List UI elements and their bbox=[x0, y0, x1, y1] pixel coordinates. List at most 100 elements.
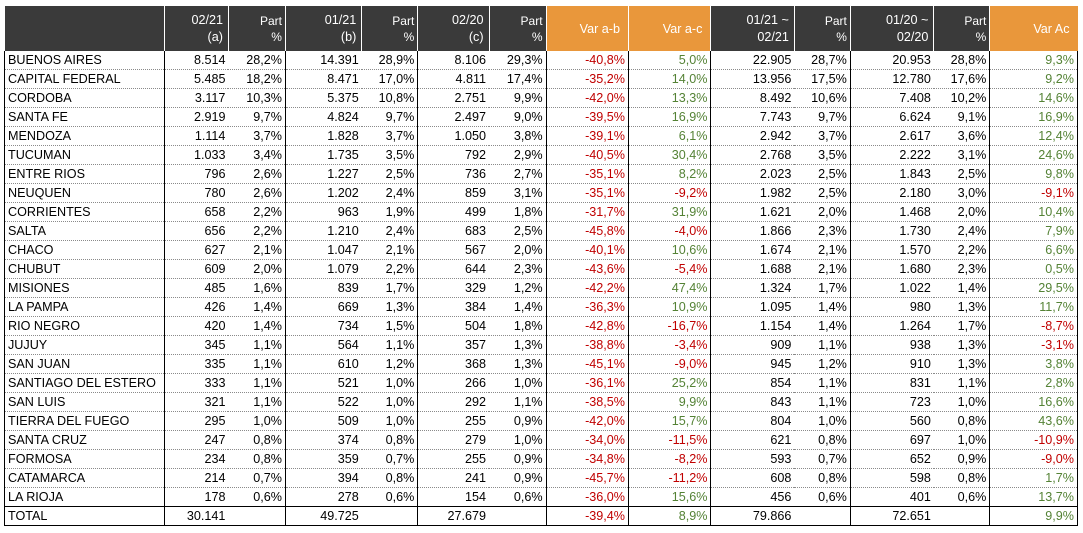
header-label-line2: 02/21 bbox=[757, 29, 789, 44]
var-a-b: -45,1% bbox=[545, 354, 629, 374]
acc21-value: 945 bbox=[710, 354, 795, 374]
jan21-part: 1,3% bbox=[361, 297, 418, 317]
jan21-value: 1.210 bbox=[284, 221, 362, 241]
acc21-value: 1.688 bbox=[710, 259, 795, 279]
acc20-value: 560 bbox=[849, 411, 934, 431]
province-name: BUENOS AIRES bbox=[4, 51, 165, 70]
var-ac: 3,8% bbox=[989, 354, 1078, 374]
jan21-part: 1,0% bbox=[361, 392, 418, 412]
acc21-part: 9,7% bbox=[794, 107, 851, 127]
var-a-c: 6,1% bbox=[627, 126, 711, 146]
header-feb21: 02/21 (a) bbox=[163, 6, 229, 51]
feb21-value: 321 bbox=[163, 392, 229, 412]
acc20-part: 1,7% bbox=[933, 316, 990, 336]
acc21-value: 13.956 bbox=[710, 69, 795, 89]
table-row: SANTA CRUZ 247 0,8% 374 0,8% 279 1,0% -34,0% -11… bbox=[4, 430, 1078, 450]
feb21-part: 1,1% bbox=[228, 373, 286, 393]
acc20-part: 1,0% bbox=[933, 392, 990, 412]
feb21-part: 2,0% bbox=[228, 259, 286, 279]
jan21-part: 0,6% bbox=[361, 487, 418, 507]
var-ac: 6,6% bbox=[989, 240, 1078, 260]
province-name: FORMOSA bbox=[4, 449, 165, 469]
header-part-acc21: Part% bbox=[793, 6, 851, 51]
jan21-part: 1,9% bbox=[361, 202, 418, 222]
feb20-value: 292 bbox=[417, 392, 490, 412]
feb20-value: 384 bbox=[417, 297, 490, 317]
var-a-c: 25,2% bbox=[627, 373, 711, 393]
jan21-part: 0,7% bbox=[361, 449, 418, 469]
acc20-part bbox=[933, 506, 990, 526]
feb20-value: 504 bbox=[417, 316, 490, 336]
jan21-part: 1,1% bbox=[361, 335, 418, 355]
header-label-line1: 01/20 ~ bbox=[885, 12, 929, 27]
acc21-part: 1,4% bbox=[794, 316, 851, 336]
acc20-part: 1,0% bbox=[933, 430, 990, 450]
var-a-c: -5,4% bbox=[627, 259, 711, 279]
acc21-value: 1.324 bbox=[710, 278, 795, 298]
jan21-value: 1.079 bbox=[284, 259, 362, 279]
acc21-part: 1,1% bbox=[794, 392, 851, 412]
jan21-value: 1.735 bbox=[284, 145, 362, 165]
var-a-c: 8,2% bbox=[627, 164, 711, 184]
province-name: JUJUY bbox=[4, 335, 165, 355]
province-name: CHACO bbox=[4, 240, 165, 260]
acc21-value: 608 bbox=[710, 468, 795, 488]
table-row: SALTA 656 2,2% 1.210 2,4% 683 2,5% -45,8% -4,0% 1… bbox=[4, 221, 1078, 241]
feb21-value: 30.141 bbox=[163, 506, 229, 526]
jan21-part: 28,9% bbox=[361, 51, 418, 70]
var-a-b: -45,7% bbox=[545, 468, 629, 488]
jan21-part: 1,0% bbox=[361, 373, 418, 393]
feb21-part: 28,2% bbox=[228, 51, 286, 70]
feb21-part: 2,2% bbox=[228, 221, 286, 241]
var-ac: 14,6% bbox=[989, 88, 1078, 108]
var-ac: 9,9% bbox=[989, 506, 1078, 526]
var-a-b: -45,8% bbox=[545, 221, 629, 241]
feb21-value: 335 bbox=[163, 354, 229, 374]
var-a-b: -35,1% bbox=[545, 183, 629, 203]
feb21-value: 234 bbox=[163, 449, 229, 469]
feb21-part: 1,6% bbox=[228, 278, 286, 298]
acc20-value: 1.468 bbox=[849, 202, 934, 222]
table-row: LA PAMPA 426 1,4% 669 1,3% 384 1,4% -36,3% 10,9%… bbox=[4, 297, 1078, 317]
acc21-value: 1.621 bbox=[710, 202, 795, 222]
header-label-line1: Part bbox=[964, 13, 987, 28]
feb21-value: 5.485 bbox=[163, 69, 229, 89]
jan21-value: 1.047 bbox=[284, 240, 362, 260]
feb21-value: 658 bbox=[163, 202, 229, 222]
var-a-b: -31,7% bbox=[545, 202, 629, 222]
jan21-value: 1.828 bbox=[284, 126, 362, 146]
acc21-value: 456 bbox=[710, 487, 795, 507]
feb20-value: 357 bbox=[417, 335, 490, 355]
var-a-c: 14,0% bbox=[627, 69, 711, 89]
var-a-b: -35,1% bbox=[545, 164, 629, 184]
acc20-value: 652 bbox=[849, 449, 934, 469]
var-ac: -10,9% bbox=[989, 430, 1078, 450]
var-a-b: -34,8% bbox=[545, 449, 629, 469]
jan21-part: 1,5% bbox=[361, 316, 418, 336]
table-row: CORDOBA 3.117 10,3% 5.375 10,8% 2.751 9,9% -42,… bbox=[4, 88, 1078, 108]
var-a-b: -42,2% bbox=[545, 278, 629, 298]
feb20-value: 329 bbox=[417, 278, 490, 298]
table-body: BUENOS AIRES 8.514 28,2% 14.391 28,9% 8.106 29… bbox=[4, 51, 1078, 526]
var-a-c: 5,0% bbox=[627, 51, 711, 70]
feb21-value: 345 bbox=[163, 335, 229, 355]
table-row: ENTRE RIOS 796 2,6% 1.227 2,5% 736 2,7% -35,1% 8… bbox=[4, 164, 1078, 184]
feb20-value: 792 bbox=[417, 145, 490, 165]
feb20-value: 154 bbox=[417, 487, 490, 507]
var-a-c: -9,0% bbox=[627, 354, 711, 374]
feb21-part: 2,6% bbox=[228, 183, 286, 203]
jan21-value: 359 bbox=[284, 449, 362, 469]
feb20-value: 8.106 bbox=[417, 51, 490, 70]
feb21-part: 0,6% bbox=[228, 487, 286, 507]
feb21-part: 2,1% bbox=[228, 240, 286, 260]
var-a-c: -8,2% bbox=[627, 449, 711, 469]
header-var-ac: Var Ac bbox=[989, 6, 1078, 51]
acc20-value: 831 bbox=[849, 373, 934, 393]
var-a-c: -3,4% bbox=[627, 335, 711, 355]
province-name: SANTA CRUZ bbox=[4, 430, 165, 450]
table-row: CATAMARCA 214 0,7% 394 0,8% 241 0,9% -45,7% -11,… bbox=[4, 468, 1078, 488]
acc21-part: 2,5% bbox=[794, 164, 851, 184]
header-feb20: 02/20 (c) bbox=[417, 6, 490, 51]
header-var-a-b: Var a-b bbox=[545, 6, 629, 51]
acc21-part: 1,7% bbox=[794, 278, 851, 298]
